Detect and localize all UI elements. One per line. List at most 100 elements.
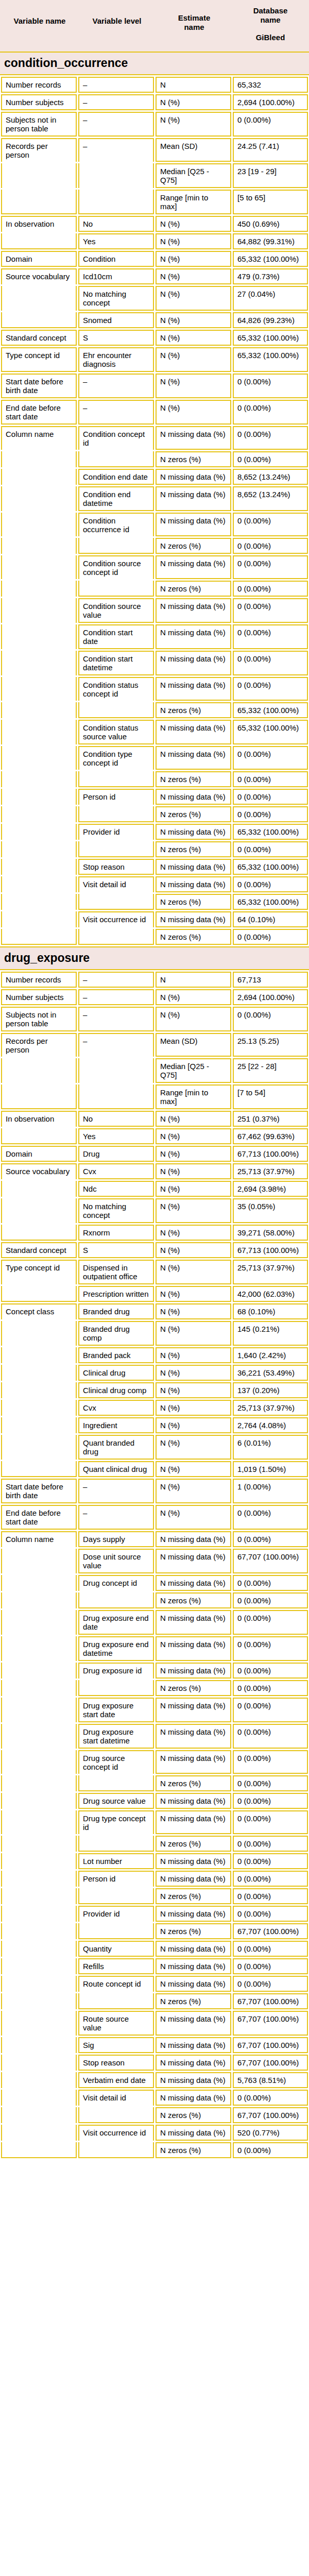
cell-estimate-name: N missing data (%): [156, 555, 231, 579]
cell-variable-level: Condition start date: [78, 624, 154, 649]
cell-variable-name: [1, 894, 77, 910]
table-row: Ndc N (%) 2,694 (3.98%): [1, 1181, 308, 1197]
table-row: In observation No N (%) 251 (0.37%): [1, 1111, 308, 1127]
cell-value: 25,713 (37.97%): [233, 1260, 308, 1284]
cell-value: 0 (0.00%): [233, 876, 308, 892]
cell-variable-name: Records per person: [1, 138, 77, 162]
table-row: No matching concept N (%) 27 (0.04%): [1, 286, 308, 311]
table-row: Prescription written N (%) 42,000 (62.03…: [1, 1286, 308, 1302]
cell-variable-name: [1, 1058, 77, 1083]
table-row: Yes N (%) 67,462 (99.63%): [1, 1128, 308, 1144]
cell-variable-level: Provider id: [78, 1906, 154, 1922]
cell-variable-name: [1, 651, 77, 675]
column-header-variable-level: Variable level: [78, 5, 156, 45]
cell-value: 0 (0.00%): [233, 1836, 308, 1852]
table-row: N zeros (%) 0 (0.00%): [1, 1775, 308, 1791]
cell-variable-level: –: [78, 94, 154, 110]
cell-variable-level: Condition end date: [78, 469, 154, 485]
table-row: Condition status concept id N missing da…: [1, 677, 308, 701]
cell-estimate-name: N (%): [156, 1347, 231, 1363]
cell-value: 0 (0.00%): [233, 1636, 308, 1661]
cell-variable-name: [1, 2011, 77, 2036]
table-row: Visit detail id N missing data (%) 0 (0.…: [1, 876, 308, 892]
cell-variable-name: [1, 806, 77, 822]
cell-variable-level: No: [78, 216, 154, 232]
cell-variable-name: [1, 555, 77, 579]
cell-variable-level: [78, 163, 154, 188]
cell-variable-level: Drug exposure end date: [78, 1610, 154, 1635]
cell-variable-name: [1, 1592, 77, 1608]
table-row: Range [min to max] [5 to 65]: [1, 190, 308, 214]
table-row: N zeros (%) 0 (0.00%): [1, 771, 308, 787]
table-row: Ingredient N (%) 2,764 (4.08%): [1, 1417, 308, 1433]
cell-estimate-name: N missing data (%): [156, 720, 231, 744]
cell-estimate-name: N (%): [156, 1435, 231, 1460]
cell-estimate-name: N (%): [156, 1505, 231, 1530]
table-row: Median [Q25 - Q75] 23 [19 - 29]: [1, 163, 308, 188]
table-row: N zeros (%) 0 (0.00%): [1, 1888, 308, 1904]
cell-estimate-name: N (%): [156, 1163, 231, 1179]
table-row: Condition start date N missing data (%) …: [1, 624, 308, 649]
cell-estimate-name: N missing data (%): [156, 1549, 231, 1573]
cell-variable-level: No matching concept: [78, 286, 154, 311]
table-row: Records per person – Mean (SD) 24.25 (7.…: [1, 138, 308, 162]
cell-estimate-name: N missing data (%): [156, 1958, 231, 1974]
cell-variable-name: [1, 1461, 77, 1477]
cell-value: 65,332 (100.00%): [233, 824, 308, 840]
cell-variable-level: Person id: [78, 1871, 154, 1887]
cell-estimate-name: N (%): [156, 1128, 231, 1144]
cell-value: 0 (0.00%): [233, 1680, 308, 1696]
cell-variable-level: S: [78, 1242, 154, 1258]
cell-estimate-name: N missing data (%): [156, 1750, 231, 1774]
cell-estimate-name: N missing data (%): [156, 624, 231, 649]
cell-variable-level: Quantity: [78, 1941, 154, 1957]
cell-variable-level: Stop reason: [78, 859, 154, 875]
cell-estimate-name: N missing data (%): [156, 1724, 231, 1749]
cell-value: 0 (0.00%): [233, 426, 308, 450]
table-row: Person id N missing data (%) 0 (0.00%): [1, 1871, 308, 1887]
cell-variable-name: [1, 859, 77, 875]
cell-variable-name: [1, 1663, 77, 1679]
cell-estimate-name: Mean (SD): [156, 1033, 231, 1057]
cell-estimate-name: N missing data (%): [156, 1976, 231, 1992]
cell-variable-name: [1, 911, 77, 927]
table-row: Domain Condition N (%) 65,332 (100.00%): [1, 251, 308, 267]
cell-estimate-name: N missing data (%): [156, 651, 231, 675]
cell-value: 0 (0.00%): [233, 581, 308, 597]
cell-variable-name: [1, 2072, 77, 2088]
table-row: Clinical drug N (%) 36,221 (53.49%): [1, 1365, 308, 1381]
cell-value: 27 (0.04%): [233, 286, 308, 311]
cell-variable-level: Verbatim end date: [78, 2072, 154, 2088]
cell-value: 64 (0.10%): [233, 911, 308, 927]
table-row: Condition occurrence id N missing data (…: [1, 513, 308, 536]
table-row: Route concept id N missing data (%) 0 (0…: [1, 1976, 308, 1992]
cell-estimate-name: N missing data (%): [156, 2037, 231, 2053]
cell-variable-name: Number subjects: [1, 989, 77, 1005]
cell-variable-name: [1, 538, 77, 554]
cell-value: 67,713 (100.00%): [233, 1146, 308, 1162]
cell-variable-level: Branded pack: [78, 1347, 154, 1363]
table-row: Number subjects – N (%) 2,694 (100.00%): [1, 989, 308, 1005]
cell-variable-level: No matching concept: [78, 1198, 154, 1223]
cell-value: 67,707 (100.00%): [233, 2055, 308, 2071]
cell-value: 67,713: [233, 972, 308, 988]
cell-estimate-name: N (%): [156, 1242, 231, 1258]
table-row: Column name Days supply N missing data (…: [1, 1531, 308, 1547]
table-row: N zeros (%) 0 (0.00%): [1, 581, 308, 597]
cell-value: 0 (0.00%): [233, 1505, 308, 1530]
cell-estimate-name: N missing data (%): [156, 789, 231, 805]
cell-value: 145 (0.21%): [233, 1321, 308, 1346]
cell-value: 0 (0.00%): [233, 1793, 308, 1809]
cell-variable-level: Visit occurrence id: [78, 2125, 154, 2141]
table-row: Snomed N (%) 64,826 (99.23%): [1, 312, 308, 328]
cell-variable-level: Condition source concept id: [78, 555, 154, 579]
cell-variable-level: Condition status source value: [78, 720, 154, 744]
cell-variable-name: Source vocabulary: [1, 1163, 77, 1179]
cell-estimate-name: N (%): [156, 1400, 231, 1416]
cell-value: 35 (0.05%): [233, 1198, 308, 1223]
cell-estimate-name: N zeros (%): [156, 1592, 231, 1608]
table-row: Standard concept S N (%) 67,713 (100.00%…: [1, 1242, 308, 1258]
cell-variable-level: [78, 929, 154, 945]
cell-value: 0 (0.00%): [233, 1724, 308, 1749]
cell-variable-name: [1, 1750, 77, 1774]
